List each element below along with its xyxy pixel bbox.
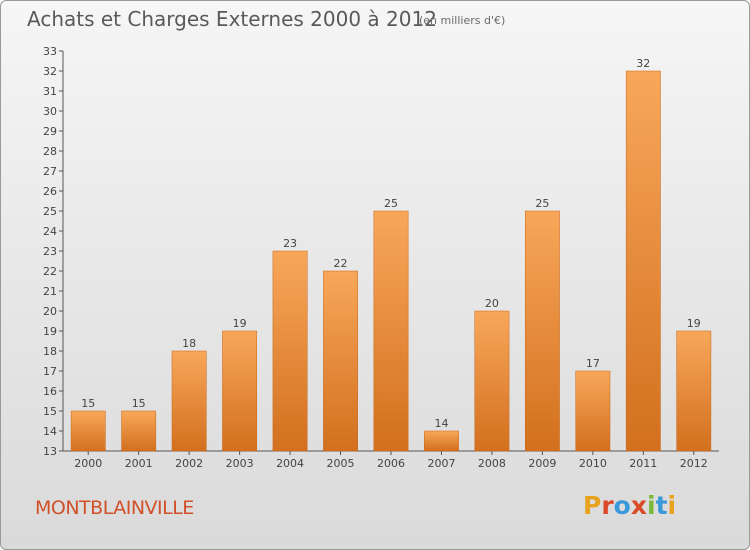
bar-2002 bbox=[171, 350, 207, 452]
bar-2003 bbox=[222, 330, 258, 452]
bar-2010 bbox=[575, 370, 611, 452]
x-tick-label: 2007 bbox=[427, 457, 455, 470]
x-tick-label: 2001 bbox=[125, 457, 153, 470]
logo-letter: i bbox=[667, 491, 677, 520]
logo-letter: P bbox=[583, 491, 602, 520]
y-tick-label: 29 bbox=[43, 125, 57, 138]
x-tick-label: 2002 bbox=[175, 457, 203, 470]
bar-2005 bbox=[323, 270, 358, 452]
logo-letter: i bbox=[647, 491, 656, 520]
bar-2009 bbox=[524, 210, 560, 452]
y-tick-label: 22 bbox=[43, 265, 57, 278]
chart-title: Achats et Charges Externes 2000 à 2012 bbox=[27, 7, 437, 31]
proxiti-logo[interactable]: Proxiti bbox=[583, 491, 676, 520]
bar-2007 bbox=[424, 430, 459, 452]
data-label-2009: 25 bbox=[535, 197, 549, 210]
data-label-2004: 23 bbox=[283, 237, 297, 250]
data-label-2002: 18 bbox=[182, 337, 196, 350]
x-tick-label: 2005 bbox=[327, 457, 355, 470]
y-tick-label: 17 bbox=[43, 365, 57, 378]
x-tick-label: 2011 bbox=[629, 457, 657, 470]
data-label-2007: 14 bbox=[434, 417, 448, 430]
data-label-2000: 15 bbox=[81, 397, 95, 410]
x-tick-label: 2006 bbox=[377, 457, 405, 470]
y-tick-label: 18 bbox=[43, 345, 57, 358]
bar-2006 bbox=[373, 210, 409, 452]
bar-2011 bbox=[625, 70, 661, 452]
bar-2012 bbox=[676, 330, 712, 452]
data-label-2010: 17 bbox=[586, 357, 600, 370]
x-tick-label: 2008 bbox=[478, 457, 506, 470]
y-tick-label: 28 bbox=[43, 145, 57, 158]
y-tick-label: 24 bbox=[43, 225, 57, 238]
x-tick-label: 2000 bbox=[74, 457, 102, 470]
y-tick-label: 33 bbox=[43, 45, 57, 58]
data-label-2006: 25 bbox=[384, 197, 398, 210]
data-labels: 15 15 18 19 23 22 25 14 20 25 17 32 19 bbox=[81, 57, 701, 430]
x-tick-label: 2009 bbox=[528, 457, 556, 470]
y-tick-label: 21 bbox=[43, 285, 57, 298]
data-label-2005: 22 bbox=[334, 257, 348, 270]
data-label-2008: 20 bbox=[485, 297, 499, 310]
y-tick-label: 30 bbox=[43, 105, 57, 118]
y-tick-label: 27 bbox=[43, 165, 57, 178]
bar-2001 bbox=[121, 410, 157, 452]
data-label-2001: 15 bbox=[132, 397, 146, 410]
y-tick-label: 31 bbox=[43, 85, 57, 98]
logo-letter: o bbox=[613, 491, 631, 520]
y-tick-label: 16 bbox=[43, 385, 57, 398]
y-tick-label: 14 bbox=[43, 425, 57, 438]
y-tick-label: 26 bbox=[43, 185, 57, 198]
x-tick-label: 2012 bbox=[680, 457, 708, 470]
bar-2000 bbox=[70, 410, 106, 452]
x-tick-label: 2010 bbox=[579, 457, 607, 470]
bar-2004 bbox=[272, 250, 308, 452]
y-tick-label: 15 bbox=[43, 405, 57, 418]
y-tick-label: 19 bbox=[43, 325, 57, 338]
x-tick-label: 2004 bbox=[276, 457, 304, 470]
town-name: MONTBLAINVILLE bbox=[35, 497, 194, 519]
logo-letter: t bbox=[655, 491, 668, 520]
y-tick-label: 13 bbox=[43, 445, 57, 458]
axes: 13 14 15 16 17 18 19 20 21 22 23 24 25 26 27 28 29 30 31 32… bbox=[43, 45, 719, 470]
data-label-2012: 19 bbox=[687, 317, 701, 330]
data-label-2011: 32 bbox=[636, 57, 650, 70]
logo-letter: r bbox=[601, 491, 614, 520]
bar-2008 bbox=[474, 310, 510, 452]
y-tick-label: 25 bbox=[43, 205, 57, 218]
logo-letter: x bbox=[630, 491, 647, 520]
y-tick-label: 20 bbox=[43, 305, 57, 318]
y-tick-label: 23 bbox=[43, 245, 57, 258]
data-label-2003: 19 bbox=[233, 317, 247, 330]
bars bbox=[70, 70, 712, 452]
y-tick-label: 32 bbox=[43, 65, 57, 78]
x-tick-label: 2003 bbox=[226, 457, 254, 470]
chart-unit: (en milliers d'€) bbox=[419, 14, 506, 27]
